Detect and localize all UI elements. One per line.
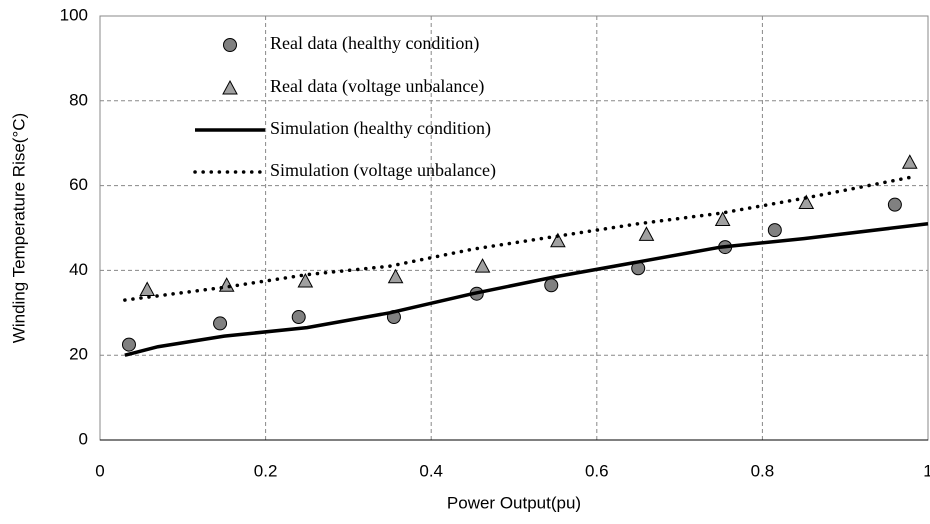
triangle-marker [139,281,156,296]
y-tick-label: 100 [60,5,88,24]
triangle-marker [474,258,491,273]
x-tick-label: 0.6 [585,461,609,480]
triangle-marker [550,232,566,248]
y-tick-label: 80 [69,90,88,109]
y-tick-label: 60 [69,175,88,194]
triangle-marker [714,211,731,227]
y-tick-label: 20 [69,345,88,364]
line [124,222,929,357]
legend-marker [222,79,238,95]
plot-frame [99,15,929,441]
triangle-marker [901,154,918,169]
triangle-marker [387,268,404,284]
circle-marker [767,223,782,238]
circle-marker [121,337,136,352]
circle-marker [213,316,228,331]
circle-marker [291,310,306,325]
y-tick-label: 0 [79,429,88,448]
x-tick-label: 0.8 [751,461,775,480]
x-tick-label: 0 [95,461,104,480]
triangle-marker [638,226,655,241]
legend-label: Simulation (voltage unbalance) [270,160,496,181]
legend-marker [223,38,237,52]
x-tick-label: 0.2 [254,461,278,480]
circle-marker [887,197,902,212]
triangle-marker [798,194,815,210]
x-tick-label: 1 [923,461,930,480]
legend-label: Real data (voltage unbalance) [270,76,484,97]
y-axis-label: Winding Temperature Rise(°C) [9,113,28,343]
x-axis-label: Power Output(pu) [447,493,581,512]
legend-label: Simulation (healthy condition) [270,118,491,139]
y-tick-label: 40 [69,260,88,279]
x-tick-label: 0.4 [419,461,443,480]
triangle-marker [297,272,314,288]
legend-label: Real data (healthy condition) [270,33,479,54]
circle-marker [544,278,559,293]
